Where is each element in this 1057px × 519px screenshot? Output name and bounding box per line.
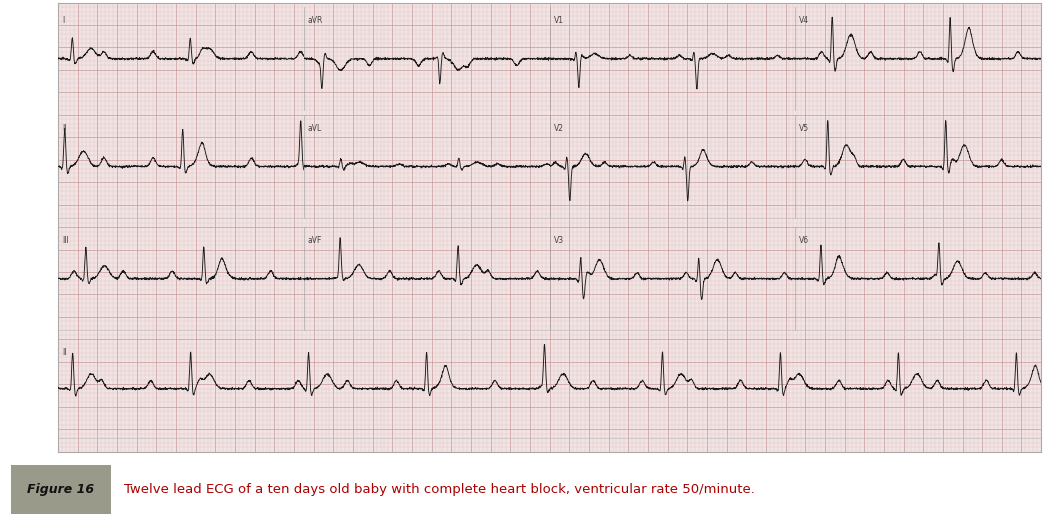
Bar bbox=[11, 465, 111, 514]
Text: Twelve lead ECG of a ten days old baby with complete heart block, ventricular ra: Twelve lead ECG of a ten days old baby w… bbox=[124, 483, 755, 496]
Text: Figure 16: Figure 16 bbox=[27, 483, 94, 496]
